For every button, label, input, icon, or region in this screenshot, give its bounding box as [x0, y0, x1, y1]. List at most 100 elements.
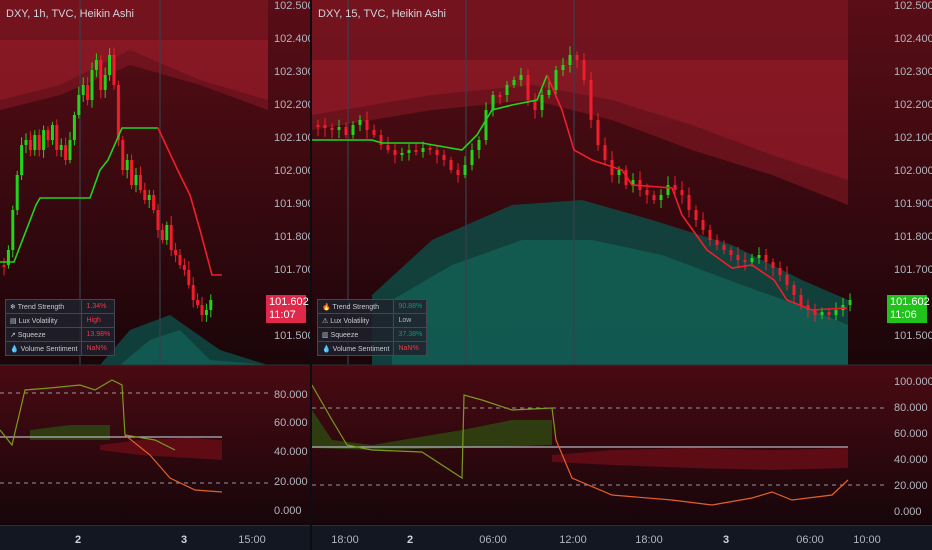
candle-body: [435, 150, 439, 155]
candle-body: [715, 240, 719, 245]
candle-body: [90, 70, 94, 100]
time-tick: 3: [722, 534, 730, 546]
right-time-axis[interactable]: 18:00 2 06:00 12:00 18:00 3 06:00 10:00: [312, 525, 932, 550]
candle-body: [11, 210, 15, 250]
table-key: Squeeze: [17, 331, 46, 339]
candle-body: [99, 60, 103, 90]
upper-band-outer: [312, 0, 848, 205]
price-tick: 102.100: [894, 132, 932, 144]
panel-divider[interactable]: [310, 0, 312, 550]
table-value: 37.38%: [393, 327, 428, 342]
candle-body: [68, 140, 72, 160]
oscillator-line-low: [124, 434, 223, 493]
countdown-time: 11:06: [890, 309, 917, 321]
candle-body: [729, 250, 733, 255]
candle-body: [673, 185, 677, 190]
candle-body: [596, 120, 600, 145]
trailing-stop-line: [312, 74, 548, 151]
droplet-icon: 💧: [322, 345, 331, 353]
time-tick: 2: [406, 534, 414, 546]
candle-body: [736, 255, 740, 260]
candle-body: [750, 258, 754, 262]
candle-body: [561, 65, 565, 70]
indicator-tick: 0.000: [274, 505, 302, 517]
upper-band-inner: [0, 40, 268, 100]
candle-body: [582, 60, 586, 80]
table-value: 90.88%: [393, 299, 428, 314]
table-value: Low: [393, 313, 428, 328]
oscillator-line: [312, 384, 557, 480]
table-key: Lux Volatility: [18, 317, 58, 325]
left-time-axis[interactable]: 2 3 15:00: [0, 525, 310, 550]
candle-body: [81, 85, 85, 95]
lower-band-inner: [392, 240, 848, 365]
candle-body: [827, 312, 831, 315]
candle-body: [174, 250, 178, 255]
candle-body: [792, 285, 796, 295]
candle-body: [160, 230, 164, 240]
time-tick: 06:00: [796, 534, 824, 546]
candle-body: [533, 100, 537, 110]
candle-body: [512, 80, 516, 85]
oscillator-line: [0, 379, 176, 451]
candle-body: [456, 170, 460, 175]
candle-body: [125, 160, 129, 170]
candle-body: [116, 85, 120, 140]
table-key: Volume Sentiment: [332, 345, 390, 353]
left-indicator-axis[interactable]: 80.000 60.000 40.000 20.000 0.000: [270, 365, 310, 525]
left-chart-canvas[interactable]: [0, 0, 310, 550]
candle-body: [204, 310, 208, 315]
right-chart-panel[interactable]: DXY, 15, TVC, Heikin Ashi 102.500 102.40…: [312, 0, 932, 550]
countdown-time: 11:07: [269, 309, 296, 321]
trailing-stop-line: [0, 127, 158, 263]
candle-body: [6, 250, 10, 265]
candle-body: [645, 190, 649, 195]
candle-body: [554, 70, 558, 90]
candle-body: [337, 127, 341, 130]
warning-icon: ⚠: [322, 317, 329, 325]
left-price-axis[interactable]: 102.500 102.400 102.300 102.200 102.100 …: [270, 0, 310, 365]
candle-body: [94, 60, 98, 70]
candle-body: [771, 262, 775, 268]
indicator-tick: 40.000: [894, 454, 928, 466]
price-tick: 102.100: [274, 132, 310, 144]
candle-body: [178, 255, 182, 265]
candle-body: [449, 160, 453, 170]
candle-body: [33, 135, 37, 150]
time-tick: 2: [74, 534, 82, 546]
time-tick: 15:00: [238, 534, 266, 546]
table-row: ▤ Lux Volatility High: [4, 313, 116, 328]
last-price: 101.602: [890, 296, 930, 308]
right-chart-canvas[interactable]: [312, 0, 932, 550]
right-indicator-axis[interactable]: 100.000 80.000 60.000 40.000 20.000 0.00…: [890, 365, 932, 525]
indicator-tick: 100.000: [894, 376, 932, 388]
fire-icon: 🔥: [322, 303, 331, 311]
trailing-stop-line-bear: [157, 127, 222, 276]
candle-body: [372, 130, 376, 135]
last-price: 101.602: [269, 296, 309, 308]
candle-body: [72, 115, 76, 140]
candle-body: [344, 127, 348, 135]
candle-body: [2, 265, 6, 267]
table-row: 🔥 Trend Strength 90.88%: [316, 299, 428, 314]
indicator-tick: 40.000: [274, 446, 308, 458]
price-tick: 102.500: [274, 0, 310, 12]
lower-band-inner: [120, 330, 268, 365]
trailing-stop-line-bear: [546, 74, 848, 311]
candle-body: [15, 175, 19, 210]
candle-body: [182, 265, 186, 270]
left-chart-panel[interactable]: DXY, 1h, TVC, Heikin Ashi 102.500 102.40…: [0, 0, 310, 550]
upper-band-inner: [312, 60, 848, 180]
candle-body: [351, 125, 355, 135]
candle-body: [187, 270, 191, 285]
time-tick: 12:00: [559, 534, 587, 546]
price-tick: 101.500: [274, 330, 310, 342]
candle-body: [156, 210, 160, 230]
candle-body: [820, 312, 824, 315]
candle-body: [778, 268, 782, 275]
indicator-tick: 80.000: [274, 389, 308, 401]
table-value: NaN%: [393, 341, 428, 356]
candle-body: [379, 135, 383, 145]
right-price-axis[interactable]: 102.500 102.400 102.300 102.200 102.100 …: [890, 0, 932, 365]
candle-body: [575, 55, 579, 60]
